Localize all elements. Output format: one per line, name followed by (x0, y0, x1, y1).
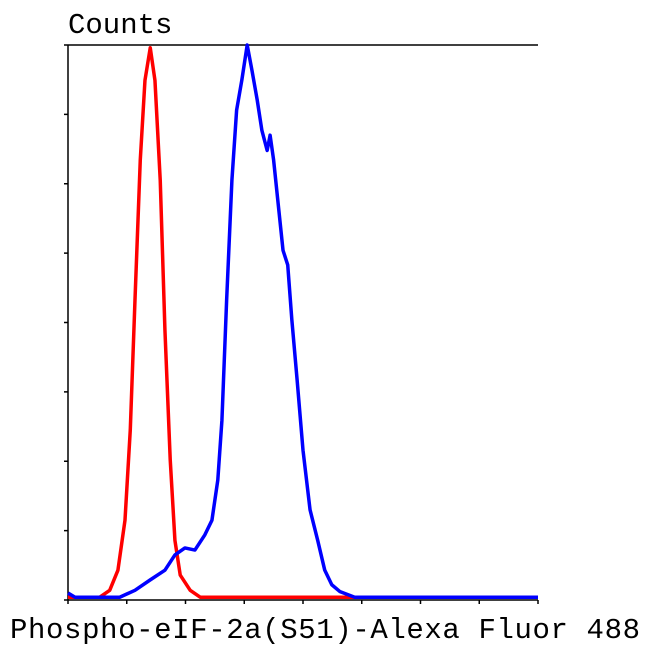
x-axis-label: Phospho-eIF-2a(S51)-Alexa Fluor 488 (10, 614, 640, 647)
series-line (68, 46, 538, 599)
y-axis-label: Counts (68, 9, 172, 42)
series-line (67, 43, 538, 599)
